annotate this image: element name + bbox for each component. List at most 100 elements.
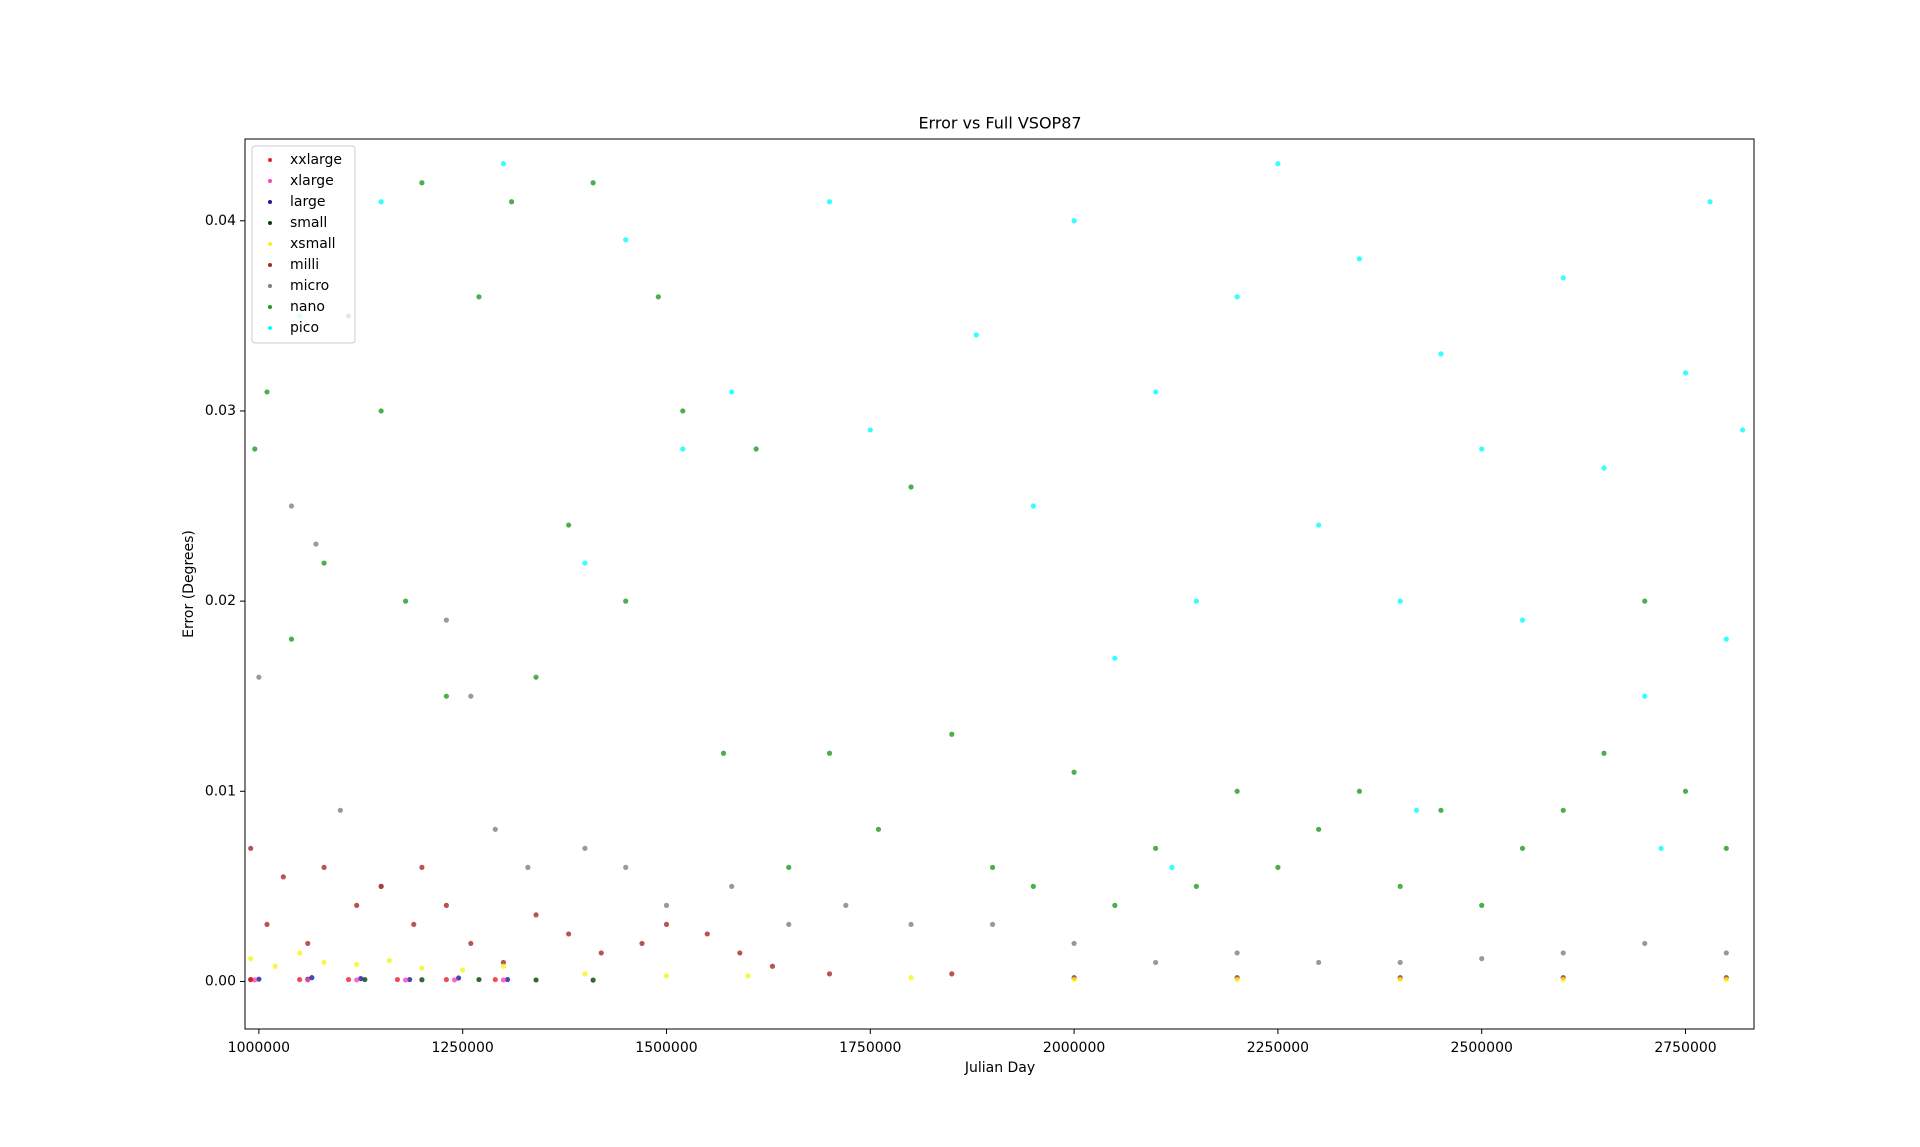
point [256,674,262,680]
point [1112,902,1118,908]
point [358,976,364,982]
point [680,446,686,452]
x-tick-label: 2250000 [1247,1040,1309,1056]
point [313,541,319,547]
point [1438,351,1444,357]
point [1397,959,1403,966]
point [989,864,996,870]
legend: xxlarge xlarge large small xsmall milli micro n… [251,145,356,344]
point [297,950,303,956]
point [1356,256,1363,262]
point [1234,788,1240,794]
point [378,883,384,889]
point [1479,956,1485,962]
point [443,693,449,699]
point [1153,389,1159,395]
point [598,950,604,956]
point [252,977,258,983]
point [590,180,596,186]
point [704,931,710,937]
point [826,750,833,756]
point [1071,940,1077,947]
point [1682,788,1689,794]
y-tick-label: 0.04 [205,213,236,229]
point [1519,845,1526,851]
point [1234,950,1240,956]
point [476,294,482,300]
point [525,864,531,870]
point [1560,807,1566,813]
point [419,965,425,971]
x-tick-label: 1000000 [228,1040,290,1056]
point [500,977,507,983]
point [272,963,278,969]
point [1071,976,1077,983]
point [623,598,629,604]
point [386,957,392,964]
point [1071,218,1077,224]
point [729,883,735,889]
point [468,693,474,699]
point [264,389,270,395]
point [419,180,425,186]
point [533,977,539,983]
point [720,750,727,756]
point [321,864,327,870]
point [305,977,311,983]
point [1153,845,1159,851]
point [252,446,258,452]
point [1479,446,1485,452]
point [337,807,343,813]
point [419,977,425,983]
point [321,560,327,566]
point [1169,864,1175,870]
point [403,598,409,604]
point [1193,598,1199,604]
point [248,956,254,962]
point [1316,826,1322,832]
point [288,503,295,509]
point [280,874,286,880]
point [1397,883,1403,889]
point [582,971,588,977]
x-tick-label: 1500000 [635,1040,697,1056]
point [737,950,743,956]
point [508,199,515,205]
x-tick-label: 2750000 [1654,1040,1716,1056]
point [1658,845,1664,851]
point [949,971,955,977]
point [1234,294,1240,300]
point [1275,864,1281,870]
point [378,408,384,414]
point [305,940,311,947]
legend-label: xlarge [290,173,334,189]
point [460,967,466,973]
point [443,902,449,908]
point [623,237,629,243]
x-tick-label: 1250000 [431,1040,493,1056]
point [411,921,417,928]
legend-marker [268,179,272,183]
point [309,975,315,981]
point [1438,807,1444,813]
y-tick-label: 0.01 [205,783,236,799]
point [297,976,303,983]
legend-label: pico [290,320,319,336]
point [354,977,360,983]
point [1030,883,1036,889]
legend-marker [268,263,272,267]
point [354,961,360,967]
point [354,902,360,908]
point [566,522,572,528]
legend-label: milli [290,257,319,273]
point [949,731,955,737]
plot-area [248,161,1746,983]
axes-frame [244,138,1755,1030]
point [345,976,352,983]
legend-marker [268,305,272,309]
point [908,921,914,928]
point [451,977,458,983]
point [663,921,670,928]
point [1723,636,1729,642]
